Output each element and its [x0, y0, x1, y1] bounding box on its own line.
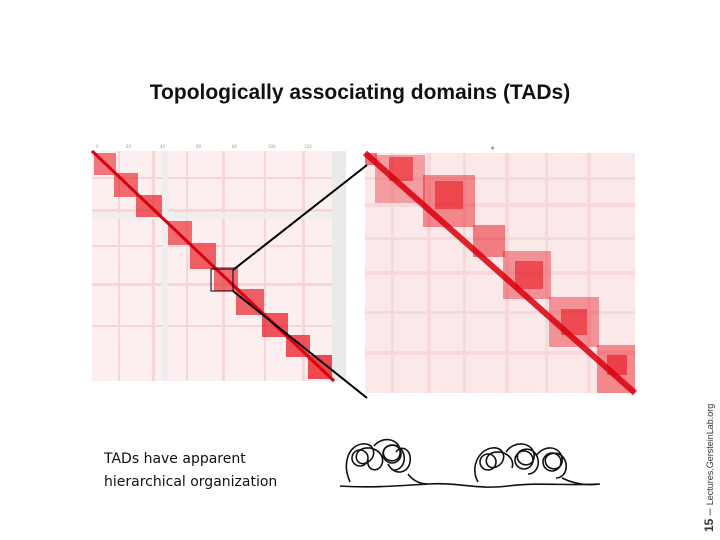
svg-text:80: 80 [232, 144, 238, 149]
hic-heatmap-whole-chromosome: 0 20 40 60 80 100 120 [82, 137, 352, 385]
svg-text:100: 100 [268, 144, 276, 149]
footer-separator: – [702, 505, 716, 519]
hic-heatmap-zoomed: ● [355, 141, 638, 396]
caption-line-1: TADs have apparent [104, 451, 246, 467]
chromatin-loops-icon [339, 438, 601, 488]
svg-text:40: 40 [160, 144, 166, 149]
svg-text:60: 60 [196, 144, 202, 149]
slide-number: 15 [702, 518, 716, 532]
footer-site-link[interactable]: Lectures.GersteinLab.org [705, 403, 715, 506]
caption-line-2: hierarchical organization [104, 474, 278, 490]
slide-footer: 15 – Lectures.GersteinLab.org [700, 404, 718, 532]
svg-text:120: 120 [304, 144, 312, 149]
hic-contact-map-zoom-icon: ● [355, 141, 638, 396]
svg-text:0: 0 [96, 144, 99, 149]
svg-text:20: 20 [126, 144, 132, 149]
slide-title: Topologically associating domains (TADs) [149, 81, 571, 104]
svg-text:●: ● [491, 145, 495, 150]
zoom-region-box [210, 268, 234, 292]
caption: TADs have apparent hierarchical organiza… [104, 448, 334, 494]
hic-contact-map-icon: 0 20 40 60 80 100 120 [82, 137, 352, 385]
